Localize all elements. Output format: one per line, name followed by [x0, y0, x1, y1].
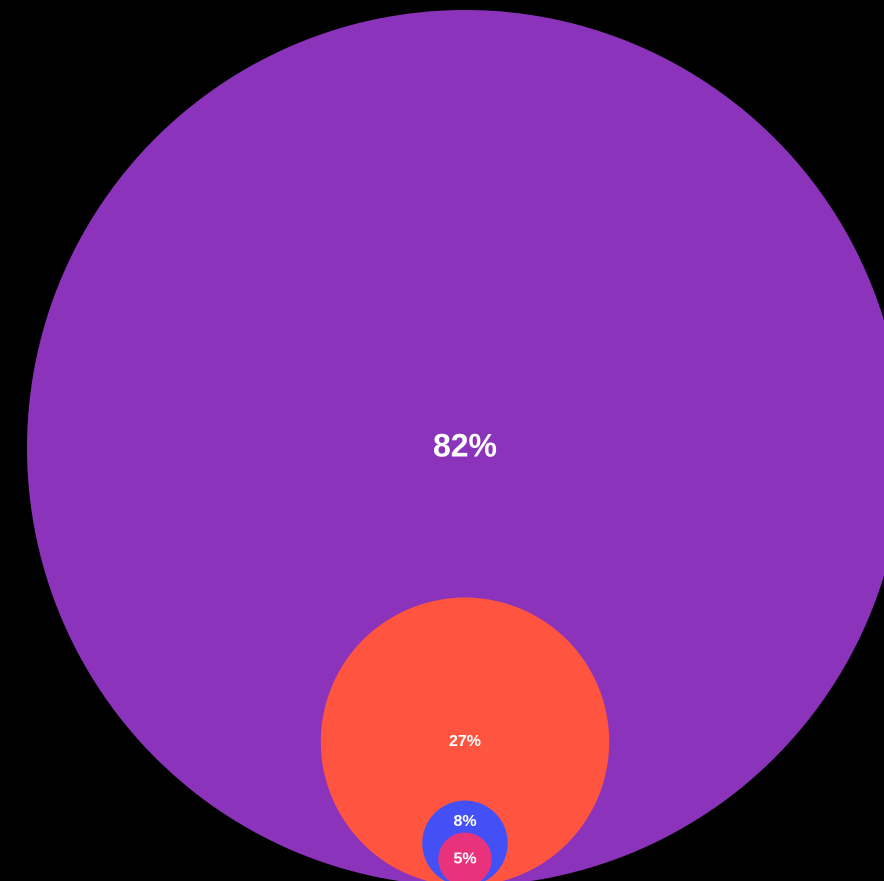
- value-label: 82%: [433, 427, 497, 463]
- bubble: [27, 10, 884, 881]
- bubble: [320, 597, 610, 881]
- bubble: [438, 832, 492, 881]
- value-label: 5%: [453, 851, 476, 868]
- value-label: 8%: [453, 813, 476, 830]
- value-label: 27%: [449, 733, 481, 750]
